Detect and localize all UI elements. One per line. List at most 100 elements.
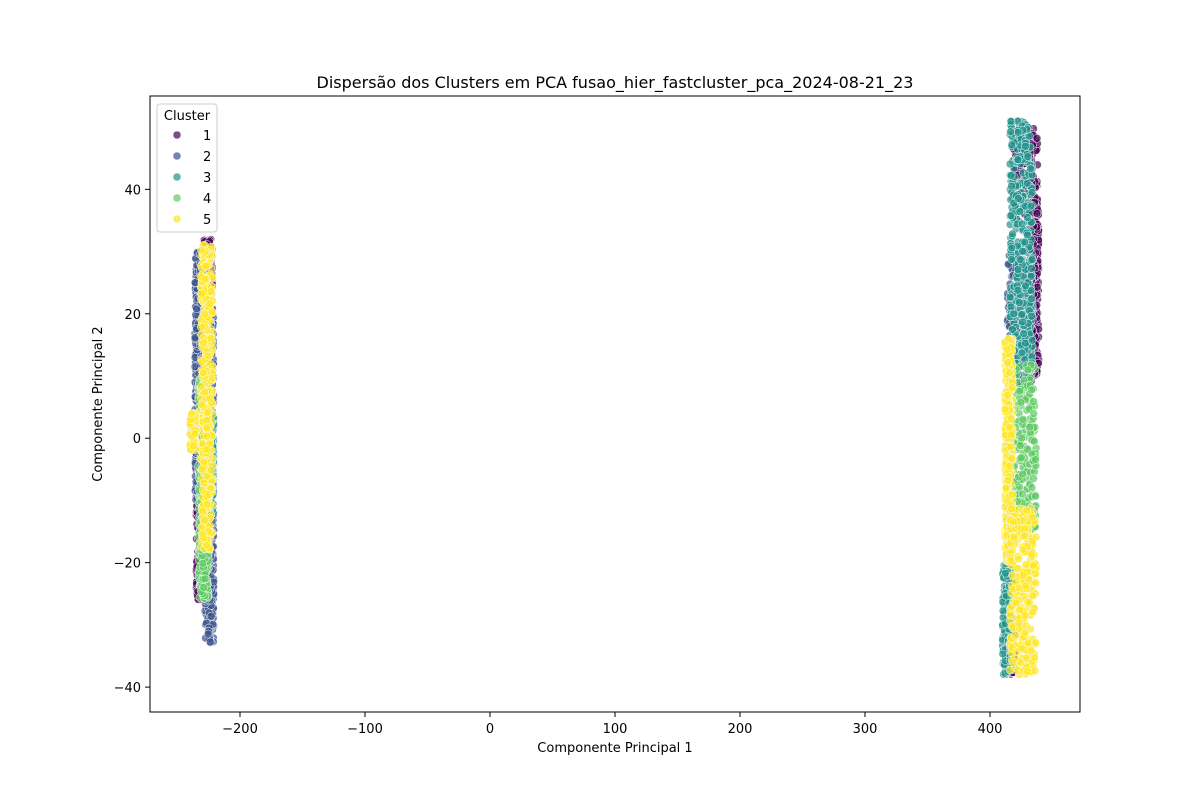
point-cluster-5	[206, 465, 216, 475]
point-cluster-3	[1023, 213, 1032, 222]
point-cluster-5	[1020, 611, 1030, 620]
point-cluster-5	[202, 423, 212, 432]
point-cluster-5	[1028, 607, 1038, 617]
point-cluster-3	[1015, 255, 1025, 264]
point-cluster-3	[1006, 127, 1015, 136]
y-tick-label: 20	[124, 308, 141, 323]
point-cluster-4	[200, 574, 210, 584]
point-cluster-5	[204, 490, 214, 499]
point-cluster-5	[202, 431, 212, 441]
series-cluster-1	[192, 123, 1043, 679]
point-cluster-5	[1023, 667, 1032, 676]
point-cluster-5	[1015, 605, 1025, 615]
series-cluster-3	[203, 116, 1037, 679]
point-cluster-3	[1013, 155, 1023, 164]
point-cluster-4	[1029, 474, 1038, 483]
point-cluster-5	[1020, 628, 1030, 637]
point-cluster-5	[1005, 610, 1015, 620]
point-cluster-3	[1008, 229, 1017, 239]
point-cluster-5	[1022, 506, 1032, 515]
point-cluster-3	[1020, 237, 1030, 247]
y-tick-label: −40	[114, 681, 141, 696]
point-cluster-5	[1000, 405, 1010, 414]
point-cluster-3	[1006, 211, 1016, 220]
point-cluster-5	[1031, 638, 1040, 647]
point-cluster-3	[1005, 292, 1015, 302]
point-cluster-4	[1017, 453, 1026, 462]
point-cluster-5	[1004, 461, 1014, 471]
point-cluster-5	[201, 261, 210, 271]
point-cluster-5	[1018, 545, 1028, 554]
x-tick-label: −200	[222, 722, 258, 737]
x-tick-label: 0	[486, 722, 494, 737]
point-cluster-4	[1031, 455, 1040, 464]
x-tick-label: 300	[853, 722, 878, 737]
point-cluster-2	[203, 629, 213, 639]
point-cluster-5	[1008, 658, 1018, 667]
point-cluster-5	[187, 409, 196, 418]
point-cluster-5	[1008, 383, 1017, 392]
y-axis-label: Componente Principal 2	[91, 326, 106, 481]
point-cluster-5	[197, 289, 207, 298]
point-cluster-5	[1027, 512, 1037, 522]
point-cluster-3	[1018, 246, 1027, 256]
point-cluster-3	[1019, 329, 1028, 338]
point-cluster-5	[1025, 598, 1034, 607]
point-cluster-5	[1003, 476, 1013, 485]
series-cluster-5	[185, 241, 1041, 679]
point-cluster-4	[1018, 415, 1028, 424]
point-cluster-5	[1010, 630, 1020, 640]
point-cluster-1	[1032, 134, 1042, 143]
y-tick-label: 40	[124, 183, 141, 198]
point-cluster-4	[199, 583, 208, 592]
point-cluster-5	[1021, 581, 1030, 591]
points-layer	[185, 116, 1043, 679]
x-tick-label: 400	[978, 722, 1003, 737]
point-cluster-4	[1027, 385, 1036, 395]
series-cluster-4	[194, 360, 1041, 603]
point-cluster-5	[206, 287, 216, 296]
point-cluster-5	[199, 338, 208, 347]
chart-title: Dispersão dos Clusters em PCA fusao_hier…	[317, 73, 914, 93]
point-cluster-3	[1017, 310, 1026, 319]
point-cluster-3	[1027, 294, 1036, 303]
point-cluster-5	[199, 457, 209, 467]
legend-marker-1	[172, 130, 182, 140]
point-cluster-3	[1013, 128, 1023, 137]
point-cluster-5	[200, 515, 209, 525]
point-cluster-5	[1005, 368, 1014, 377]
x-tick-label: 100	[603, 722, 628, 737]
point-cluster-3	[1006, 171, 1016, 180]
point-cluster-5	[205, 299, 215, 308]
point-cluster-4	[1017, 433, 1026, 443]
point-cluster-2	[192, 304, 201, 314]
legend-marker-2	[172, 151, 182, 161]
point-cluster-5	[198, 506, 208, 516]
point-cluster-5	[199, 368, 208, 378]
point-cluster-3	[1007, 255, 1016, 264]
point-cluster-5	[1019, 571, 1028, 580]
legend-label-1: 1	[203, 129, 211, 144]
point-cluster-3	[1013, 286, 1023, 295]
point-cluster-3	[1021, 141, 1030, 151]
y-tick-label: −20	[114, 557, 141, 572]
point-cluster-5	[202, 416, 211, 425]
point-cluster-4	[1016, 398, 1026, 407]
point-cluster-5	[1012, 598, 1021, 608]
point-cluster-5	[1030, 666, 1040, 676]
point-cluster-3	[1022, 178, 1032, 188]
point-cluster-5	[197, 400, 207, 409]
point-cluster-5	[205, 393, 215, 403]
point-cluster-5	[190, 429, 200, 438]
point-cluster-4	[1023, 365, 1033, 375]
point-cluster-5	[1009, 532, 1019, 542]
point-cluster-5	[1005, 665, 1015, 675]
point-cluster-5	[1008, 490, 1017, 499]
point-cluster-4	[198, 558, 208, 568]
point-cluster-5	[200, 387, 210, 397]
point-cluster-5	[1007, 414, 1016, 424]
point-cluster-3	[1009, 309, 1019, 319]
point-cluster-5	[1020, 531, 1029, 540]
